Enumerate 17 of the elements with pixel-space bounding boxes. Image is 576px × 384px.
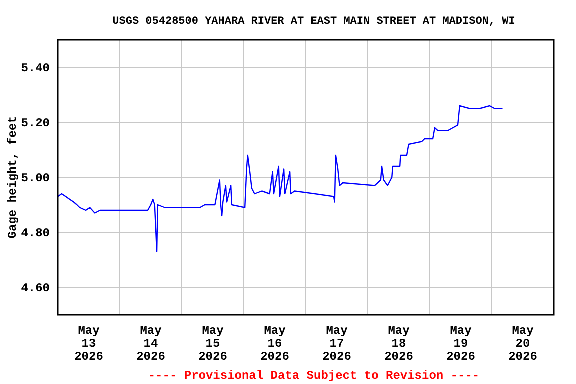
line-series — [57, 105, 504, 252]
x-tick-label: May 19 2026 — [446, 324, 476, 364]
x-tick-label: May 13 2026 — [74, 324, 104, 364]
y-axis-title: Gage height, feet — [6, 116, 20, 239]
y-tick-label: 5.40 — [21, 62, 50, 76]
chart-title: USGS 05428500 YAHARA RIVER AT EAST MAIN STREET AT MADISON, WI — [112, 16, 516, 28]
text: ---- Provisional Data Subject to Revision ---- — [148, 369, 480, 383]
y-tick-label: 4.60 — [21, 282, 50, 296]
x-tick-label: May 15 2026 — [198, 324, 228, 364]
x-tick-label: May 14 2026 — [136, 324, 166, 364]
y-tick-label: 5.20 — [21, 116, 50, 131]
x-tick-label: May 17 2026 — [322, 324, 352, 364]
x-tick-label: May 16 2026 — [260, 324, 290, 364]
y-tick-label: 5.00 — [21, 172, 50, 186]
x-tick-label: May 20 2026 — [508, 324, 538, 364]
x-tick-label: May 18 2026 — [384, 324, 414, 364]
y-tick-label: 4.80 — [21, 226, 50, 241]
